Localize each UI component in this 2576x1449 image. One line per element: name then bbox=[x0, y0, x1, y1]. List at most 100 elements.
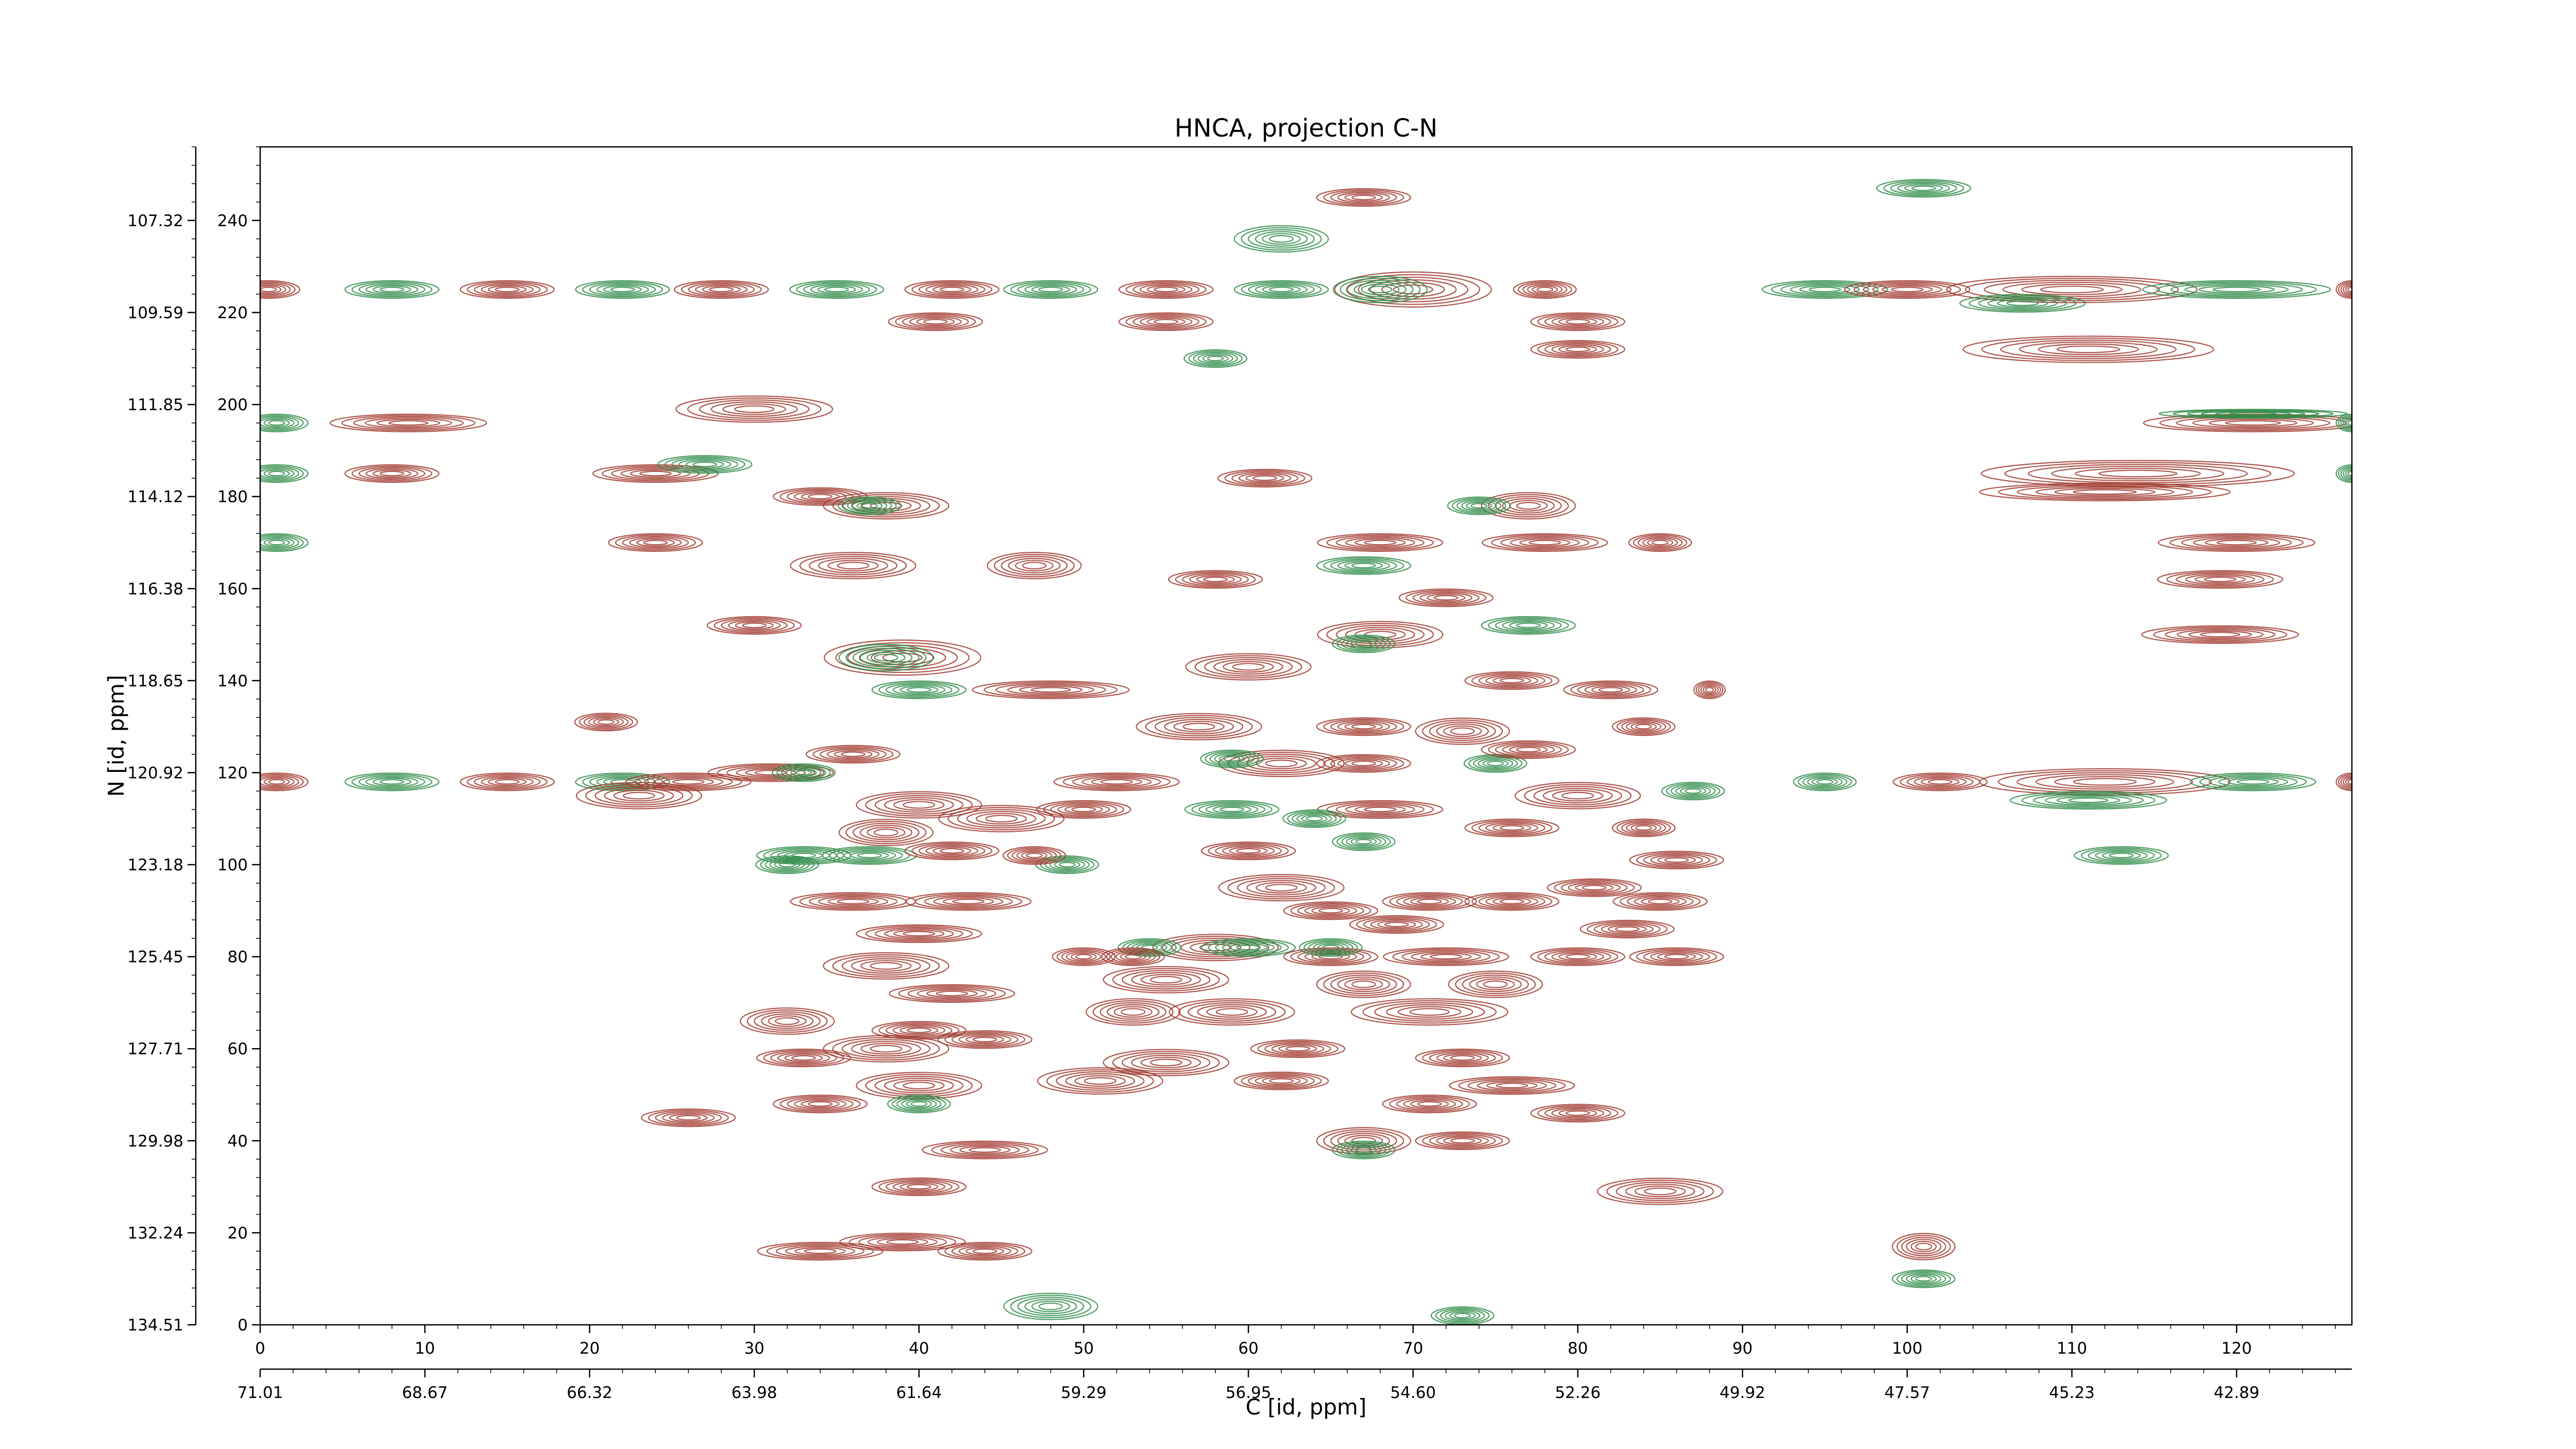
contour-peak bbox=[772, 1094, 868, 1114]
contour-line bbox=[1537, 341, 1619, 358]
contour-line bbox=[1330, 720, 1397, 734]
y-ppm-tick-label: 118.65 bbox=[128, 672, 183, 690]
contour-line bbox=[1481, 740, 1576, 759]
contour-line bbox=[1008, 558, 1061, 574]
contour-peak bbox=[1316, 717, 1412, 736]
contour-line bbox=[1218, 754, 1245, 763]
contour-line bbox=[1335, 802, 1425, 816]
contour-line bbox=[1643, 950, 1710, 964]
y-tick-label: 180 bbox=[217, 488, 248, 507]
contour-line bbox=[1670, 784, 1716, 798]
contour-line bbox=[1193, 351, 1238, 365]
contour-line bbox=[1223, 661, 1274, 673]
contour-line bbox=[847, 499, 892, 513]
contour-line bbox=[260, 772, 309, 791]
contour-line bbox=[1483, 980, 1508, 988]
contour-peak bbox=[856, 924, 982, 943]
contour-line bbox=[1533, 786, 1622, 806]
contour-line bbox=[1530, 947, 1625, 966]
contour-peak bbox=[1481, 492, 1576, 520]
contour-line bbox=[1377, 920, 1416, 929]
contour-line bbox=[936, 990, 969, 997]
contour-line bbox=[707, 763, 834, 782]
contour-line bbox=[1245, 474, 1284, 482]
contour-line bbox=[841, 496, 930, 516]
contour-line bbox=[867, 827, 906, 838]
contour-line bbox=[849, 1234, 957, 1250]
contour-line bbox=[1577, 683, 1645, 697]
contour-line bbox=[1543, 787, 1613, 804]
contour-line bbox=[1101, 947, 1165, 966]
contour-line bbox=[1612, 818, 1676, 837]
x-tick-label: 40 bbox=[909, 1339, 929, 1358]
contour-peak bbox=[1103, 966, 1229, 993]
contour-line bbox=[887, 1094, 951, 1114]
contour-line bbox=[1502, 744, 1555, 755]
contour-line bbox=[892, 684, 945, 696]
contour-line bbox=[1464, 818, 1560, 837]
contour-line bbox=[341, 415, 476, 431]
contour-line bbox=[940, 1143, 1029, 1157]
contour-line bbox=[1565, 954, 1590, 959]
contour-line bbox=[1381, 282, 1445, 297]
contour-line bbox=[1269, 235, 1294, 243]
contour-line bbox=[1499, 825, 1524, 831]
contour-line bbox=[678, 459, 732, 470]
contour-layer bbox=[260, 179, 2352, 1325]
contour-line bbox=[589, 282, 656, 296]
y-ppm-tick-label: 125.45 bbox=[128, 948, 183, 967]
contour-line bbox=[1337, 192, 1391, 203]
contour-peak bbox=[888, 312, 983, 331]
contour-line bbox=[1629, 947, 1724, 966]
contour-line bbox=[1351, 723, 1376, 730]
contour-peak bbox=[1612, 818, 1676, 837]
contour-line bbox=[808, 895, 898, 908]
contour-line bbox=[1510, 537, 1580, 548]
contour-line bbox=[1634, 896, 1687, 907]
contour-line bbox=[1780, 282, 1870, 296]
contour-line bbox=[1346, 638, 1382, 649]
contour-line bbox=[1344, 978, 1383, 990]
contour-line bbox=[1451, 497, 1506, 514]
contour-peak bbox=[1563, 680, 1658, 699]
contour-line bbox=[1206, 1006, 1258, 1018]
contour-line bbox=[1415, 1049, 1510, 1068]
contour-line bbox=[1558, 317, 1598, 326]
contour-line bbox=[856, 924, 982, 943]
contour-line bbox=[466, 281, 548, 298]
contour-line bbox=[1420, 952, 1472, 961]
contour-line bbox=[1913, 776, 1967, 787]
contour-line bbox=[1264, 1042, 1331, 1056]
contour-line bbox=[1628, 533, 1692, 552]
contour-line bbox=[1212, 805, 1251, 814]
contour-line bbox=[893, 930, 945, 938]
contour-line bbox=[1910, 1274, 1937, 1283]
contour-line bbox=[787, 1097, 854, 1111]
contour-line bbox=[799, 893, 907, 909]
contour-line bbox=[1038, 287, 1063, 293]
contour-line bbox=[2347, 287, 2352, 293]
contour-line bbox=[972, 1037, 997, 1042]
contour-line bbox=[736, 767, 806, 778]
contour-line bbox=[657, 455, 753, 474]
contour-line bbox=[2347, 470, 2352, 477]
contour-peak bbox=[1003, 1292, 1098, 1320]
contour-line bbox=[851, 1041, 921, 1057]
contour-line bbox=[1844, 280, 1971, 299]
contour-line bbox=[889, 984, 1015, 1003]
contour-line bbox=[1488, 494, 1569, 518]
contour-line bbox=[755, 855, 819, 874]
contour-line bbox=[1443, 1136, 1482, 1145]
contour-line bbox=[1454, 1312, 1471, 1319]
contour-line bbox=[1213, 659, 1284, 675]
contour-line bbox=[1208, 843, 1289, 859]
contour-line bbox=[260, 537, 295, 548]
contour-line bbox=[823, 1035, 950, 1063]
contour-peak bbox=[1217, 468, 1313, 488]
contour-line bbox=[1016, 850, 1053, 861]
contour-line bbox=[1514, 782, 1641, 810]
contour-line bbox=[1299, 938, 1363, 957]
contour-peak bbox=[1844, 280, 1971, 299]
contour-line bbox=[1229, 943, 1268, 952]
contour-line bbox=[1103, 1049, 1229, 1076]
